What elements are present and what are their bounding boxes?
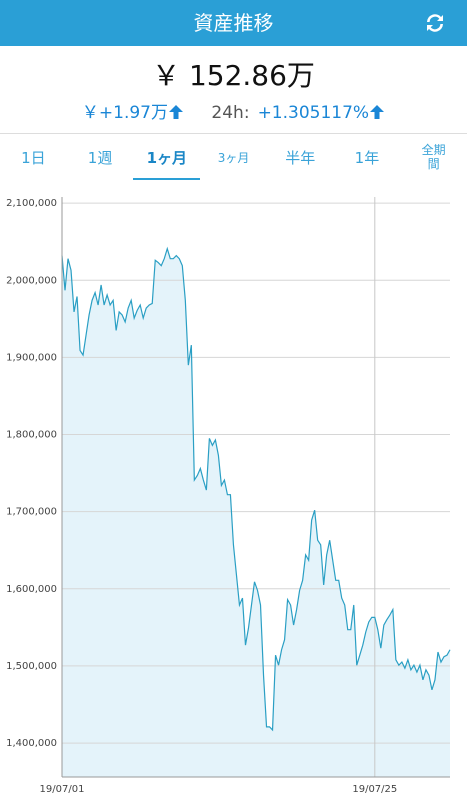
tab-bar: 1日 1週 1ヶ月 3ヶ月 半年 1年 全期間 (0, 134, 467, 180)
tab[interactable]: 全期間 (400, 134, 467, 180)
y-tick-label: 1,900,000 (6, 352, 57, 363)
tab-label: 半年 (285, 148, 316, 167)
refresh-button[interactable] (423, 11, 447, 35)
tab[interactable]: 3ヶ月 (200, 134, 267, 180)
x-tick-label: 19/07/25 (352, 784, 397, 795)
area (62, 248, 450, 777)
y-tick-label: 1,600,000 (6, 584, 57, 595)
tab[interactable]: 1ヶ月 (133, 134, 200, 180)
x-tick-label: 19/07/01 (40, 784, 85, 795)
y-tick-label: 1,800,000 (6, 430, 57, 441)
tab-label: 3ヶ月 (217, 150, 250, 165)
change-value: ￥+1.97万 (81, 103, 169, 123)
chart: 1,400,000 1,500,000 1,600,000 1,700,000 1,80… (6, 197, 451, 795)
tab[interactable]: 1日 (0, 134, 67, 180)
change-row: ￥+1.97万 24h: +1.305117% (0, 98, 467, 123)
y-tick-label: 1,500,000 (6, 661, 57, 672)
header-title: 資産推移 (193, 11, 274, 35)
up-arrow (370, 105, 385, 119)
tab-label: 1年 (354, 148, 380, 167)
period-change: +1.305117% (257, 103, 370, 123)
y-tick-label: 1,400,000 (6, 738, 57, 749)
tab[interactable]: 1年 (334, 134, 401, 180)
tab-label: 全期間 (421, 143, 446, 171)
tab[interactable]: 半年 (267, 134, 334, 180)
line (61, 246, 451, 732)
tab[interactable]: 1週 (67, 134, 134, 180)
y-tick-label: 2,100,000 (6, 198, 57, 209)
tab-label: 1週 (87, 148, 113, 167)
total-value: ￥ 152.86万 (152, 59, 315, 92)
header: 資産推移 (0, 0, 467, 46)
tab-label: 1ヶ月 (146, 148, 188, 167)
up-arrow (169, 105, 184, 119)
separator (0, 133, 467, 134)
y-tick-label: 1,700,000 (6, 507, 57, 518)
tab-label: 1日 (21, 148, 46, 167)
period-label: 24h: (211, 103, 250, 123)
y-tick-label: 2,000,000 (6, 275, 57, 286)
